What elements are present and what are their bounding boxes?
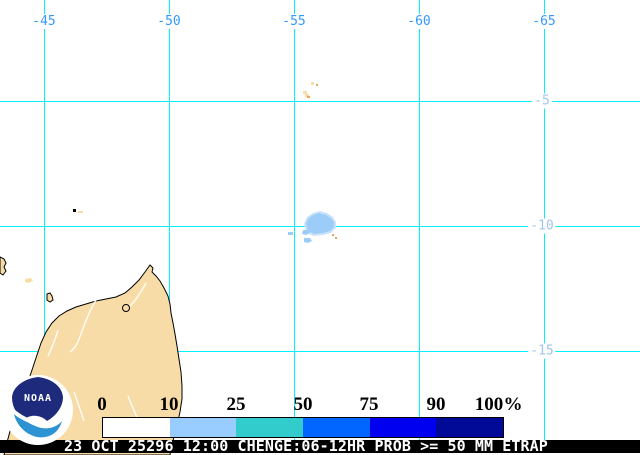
colorbar-segment bbox=[169, 418, 237, 437]
longitude-label: -60 bbox=[405, 14, 433, 29]
noaa-logo-gull-icon bbox=[10, 408, 65, 427]
small-island bbox=[305, 94, 309, 97]
longitude-label: -45 bbox=[30, 14, 58, 29]
river-line bbox=[129, 282, 147, 307]
nosy-be-island bbox=[122, 304, 130, 312]
longitude-label: -50 bbox=[155, 14, 183, 29]
grande-comore-island bbox=[0, 256, 7, 276]
rain-blob-small bbox=[304, 238, 312, 243]
small-island bbox=[303, 91, 307, 94]
colorbar-segment bbox=[303, 418, 370, 437]
small-island bbox=[316, 84, 318, 86]
small-island bbox=[311, 82, 314, 85]
latitude-label: -15 bbox=[528, 343, 556, 359]
river-line bbox=[47, 329, 59, 357]
mayotte-island-dot bbox=[73, 209, 76, 212]
colorbar-unit-label: % bbox=[503, 394, 523, 415]
rain-blob-small bbox=[288, 232, 293, 235]
colorbar-tick-label: 10 bbox=[159, 394, 179, 415]
probability-colorbar bbox=[102, 417, 504, 438]
colorbar-tick-label: 0 bbox=[97, 394, 107, 415]
colorbar-tick-label: 25 bbox=[226, 394, 246, 415]
rain-blob-main bbox=[306, 213, 334, 234]
noaa-logo: NOAA bbox=[3, 375, 73, 445]
colorbar-tick-label: 90 bbox=[426, 394, 446, 415]
noaa-logo-text: NOAA bbox=[24, 393, 52, 404]
colorbar-tick-label: 100 bbox=[474, 394, 504, 415]
river-line bbox=[73, 391, 85, 422]
colorbar-segment bbox=[236, 418, 304, 437]
rain-probability-layer bbox=[288, 211, 336, 243]
longitude-label: -55 bbox=[280, 14, 308, 29]
rain-blob-small bbox=[302, 230, 310, 235]
moheli-island bbox=[25, 278, 33, 283]
small-islet bbox=[335, 237, 337, 239]
colorbar-segment bbox=[103, 418, 170, 437]
mayotte-island-reef bbox=[78, 211, 83, 213]
latitude-label: -10 bbox=[528, 218, 556, 234]
status-bar: 23 OCT 25296 12:00 CHENGE:06-12HR PROB >… bbox=[0, 437, 640, 455]
colorbar-tick-label: 75 bbox=[359, 394, 379, 415]
noaa-logo-sky bbox=[12, 377, 63, 421]
anjouan-island bbox=[46, 292, 54, 303]
river-line bbox=[69, 299, 97, 353]
small-islet bbox=[332, 234, 334, 236]
colorbar-segment bbox=[436, 418, 504, 437]
colorbar-tick-label: 50 bbox=[293, 394, 313, 415]
latitude-label: -5 bbox=[532, 93, 552, 109]
noaa-logo-sea bbox=[13, 408, 62, 438]
longitude-label: -65 bbox=[530, 14, 558, 29]
colorbar-segment bbox=[369, 418, 437, 437]
small-island bbox=[307, 96, 310, 98]
status-text: 23 OCT 25296 12:00 CHENGE:06-12HR PROB >… bbox=[64, 437, 548, 455]
